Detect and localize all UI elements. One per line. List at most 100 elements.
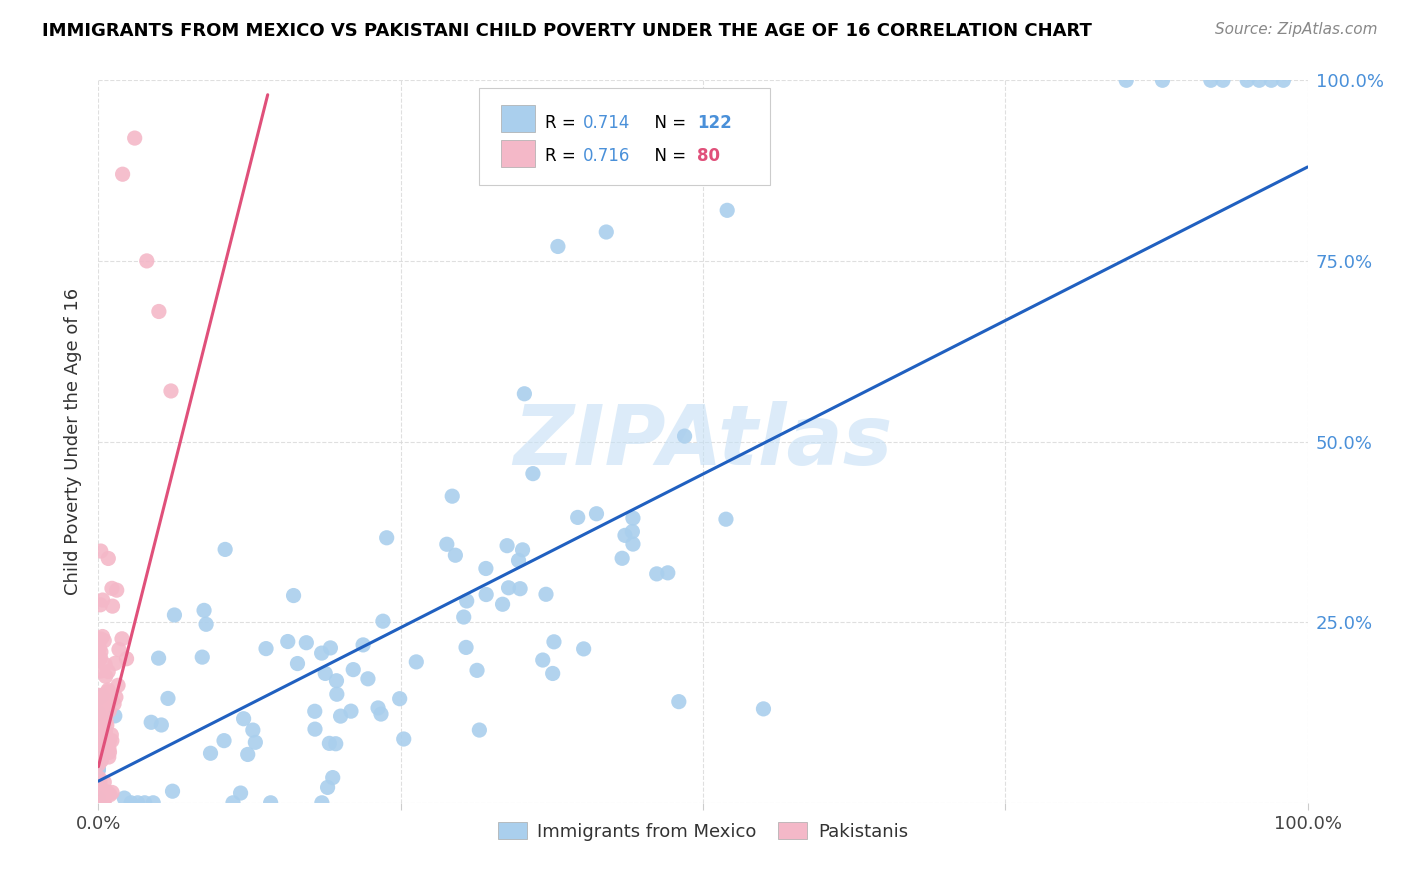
Point: [200, 746, 222, 760]
Text: 80: 80: [697, 147, 720, 165]
Point: [98, 733, 121, 747]
Point: [91, 593, 114, 607]
Point: [89, 719, 111, 733]
Point: [142, 796, 165, 810]
Point: [156, 691, 179, 706]
Point: [104, 690, 127, 705]
Point: [101, 785, 124, 799]
Point: [318, 736, 340, 750]
Point: [101, 582, 124, 596]
Point: [716, 203, 738, 218]
Point: [242, 723, 264, 737]
FancyBboxPatch shape: [479, 87, 769, 185]
Point: [87, 706, 110, 721]
Point: [160, 384, 183, 398]
Point: [254, 641, 277, 656]
Point: [325, 737, 347, 751]
Point: [98, 704, 121, 718]
FancyBboxPatch shape: [501, 139, 534, 167]
Point: [314, 666, 336, 681]
Point: [367, 701, 389, 715]
Point: [100, 693, 122, 707]
Point: [475, 588, 498, 602]
Point: [90, 702, 112, 716]
Point: [371, 614, 394, 628]
Point: [236, 747, 259, 762]
Point: [714, 512, 737, 526]
Text: N =: N =: [644, 147, 692, 165]
Point: [98, 788, 121, 802]
Point: [112, 791, 135, 805]
Point: [585, 507, 607, 521]
Point: [465, 664, 488, 678]
Text: IMMIGRANTS FROM MEXICO VS PAKISTANI CHILD POVERTY UNDER THE AGE OF 16 CORRELATIO: IMMIGRANTS FROM MEXICO VS PAKISTANI CHIL…: [42, 22, 1092, 40]
Point: [340, 704, 363, 718]
Point: [91, 689, 114, 703]
Point: [124, 131, 146, 145]
Point: [214, 542, 236, 557]
Point: [108, 642, 131, 657]
Point: [1212, 73, 1234, 87]
Point: [94, 669, 117, 683]
Point: [1260, 73, 1282, 87]
Point: [94, 690, 117, 704]
Point: [259, 796, 281, 810]
Point: [1272, 73, 1295, 87]
Point: [94, 690, 117, 704]
Point: [105, 583, 128, 598]
Point: [388, 691, 411, 706]
Point: [89, 689, 111, 703]
Point: [90, 651, 112, 665]
Point: [304, 704, 326, 718]
Point: [89, 780, 111, 795]
Point: [512, 542, 534, 557]
Point: [352, 638, 374, 652]
Point: [222, 796, 245, 810]
Point: [94, 725, 117, 739]
Point: [90, 544, 112, 558]
Point: [454, 640, 477, 655]
Point: [150, 718, 173, 732]
Point: [610, 551, 633, 566]
Point: [93, 796, 115, 810]
Point: [392, 731, 415, 746]
Point: [94, 714, 117, 729]
Point: [453, 610, 475, 624]
Point: [87, 690, 110, 705]
Point: [101, 733, 124, 747]
Point: [232, 712, 254, 726]
Point: [141, 715, 163, 730]
Point: [89, 726, 111, 740]
Point: [441, 489, 464, 503]
Point: [96, 785, 118, 799]
Point: [98, 745, 121, 759]
Point: [87, 771, 110, 785]
Point: [96, 745, 118, 759]
Point: [94, 657, 117, 672]
Point: [90, 704, 112, 718]
Point: [103, 697, 125, 711]
Text: Source: ZipAtlas.com: Source: ZipAtlas.com: [1215, 22, 1378, 37]
Point: [645, 566, 668, 581]
Point: [89, 780, 111, 795]
Point: [1199, 73, 1222, 87]
Point: [87, 796, 110, 810]
Point: [87, 796, 110, 810]
Point: [90, 695, 112, 709]
Point: [326, 687, 349, 701]
Point: [87, 796, 110, 810]
Point: [93, 633, 115, 648]
Point: [491, 597, 513, 611]
Point: [93, 739, 115, 754]
Point: [375, 531, 398, 545]
Point: [89, 775, 111, 789]
Point: [87, 747, 110, 761]
Point: [97, 741, 120, 756]
Point: [370, 707, 392, 722]
Point: [93, 689, 115, 703]
Point: [668, 160, 690, 174]
Point: [322, 771, 344, 785]
Point: [245, 735, 267, 749]
Point: [522, 467, 544, 481]
Point: [509, 582, 531, 596]
